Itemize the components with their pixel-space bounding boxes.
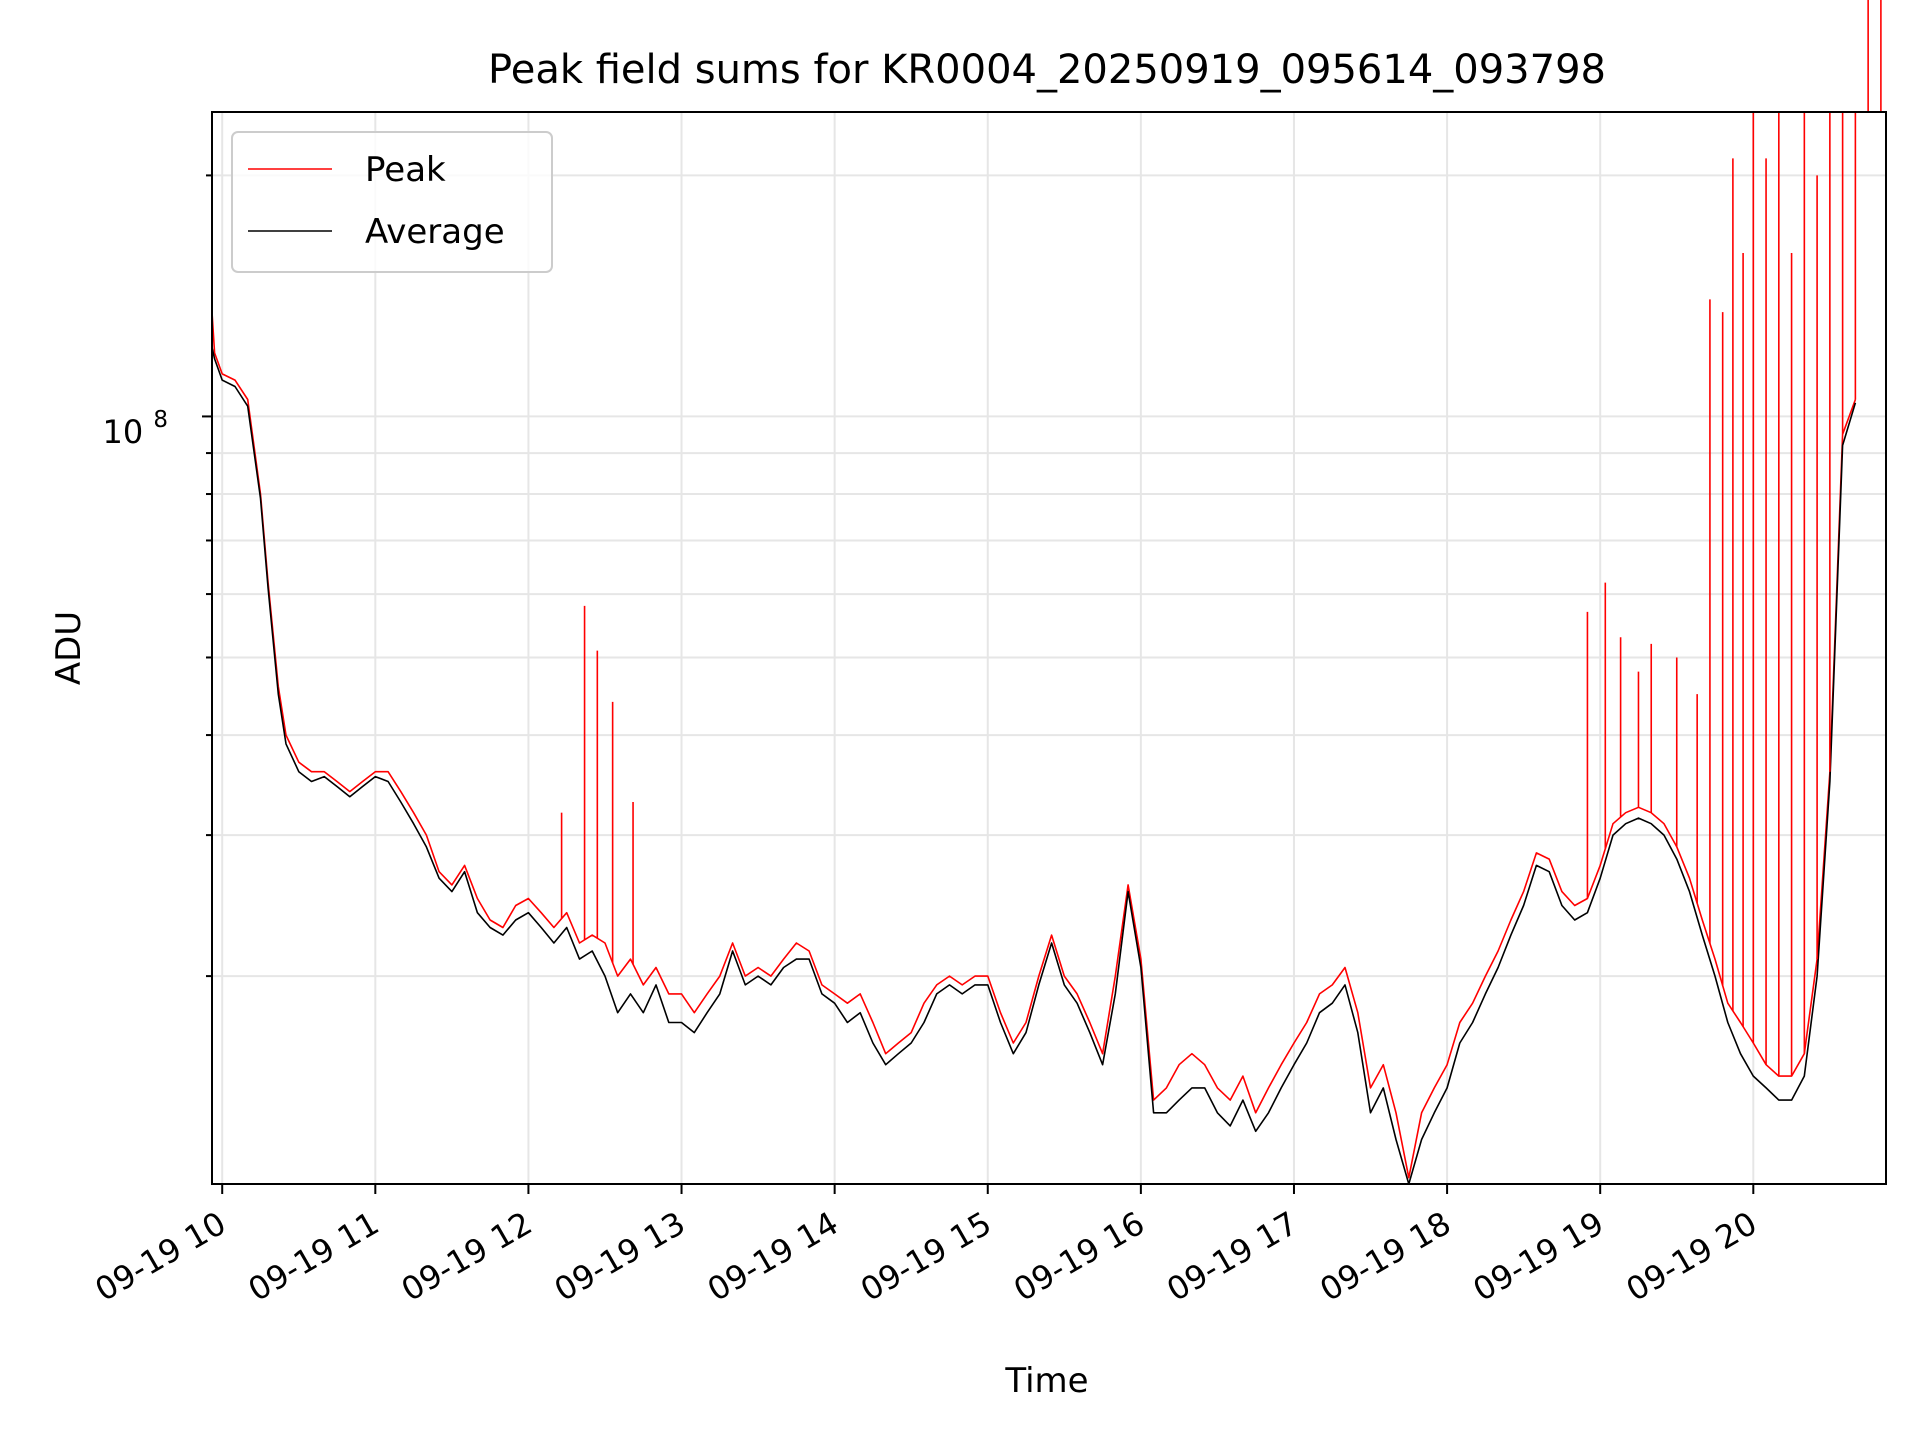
legend-label-average: Average (365, 212, 505, 252)
y-tick-label-base: 10 (102, 413, 143, 451)
y-axis-label: ADU (49, 611, 89, 685)
plot-series (211, 0, 1882, 1185)
plot-frame (211, 111, 1887, 1185)
legend: Peak Average (231, 131, 553, 273)
chart-title: Peak field sums for KR0004_20250919_0956… (488, 47, 1606, 93)
peak-series-line (211, 312, 1857, 1179)
y-tick-label-1e8: 10 8 (102, 407, 168, 451)
y-tick-label-exponent: 8 (153, 407, 168, 433)
x-axis-label: Time (1004, 1361, 1088, 1401)
y-axis: 10 8 (102, 174, 212, 978)
legend-label-peak: Peak (365, 150, 446, 190)
average-series-line (211, 347, 1857, 1185)
legend-box (231, 131, 553, 273)
